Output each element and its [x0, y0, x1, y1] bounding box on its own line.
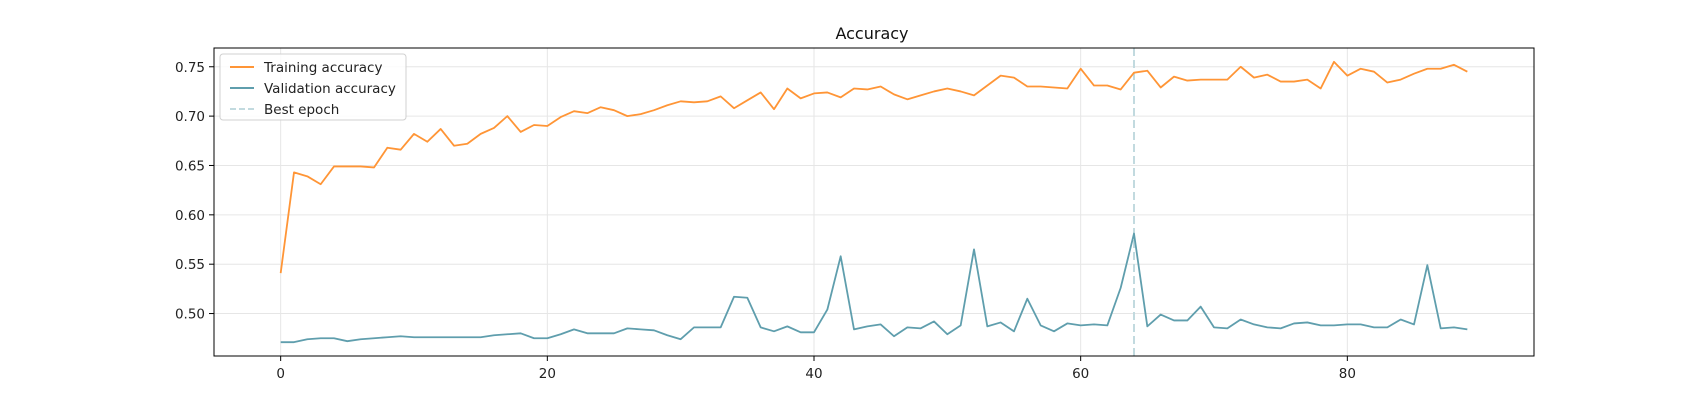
series-lines — [279, 60, 1468, 344]
legend: Training accuracy Validation accuracy Best… — [219, 53, 407, 121]
x-tick-label: 20 — [539, 366, 556, 382]
x-tick-label: 0 — [276, 366, 285, 382]
y-tick-label: 0.65 — [175, 158, 205, 174]
y-tick-label: 0.60 — [175, 208, 205, 224]
y-tick-label: 0.50 — [175, 307, 205, 323]
training-accuracy-line — [279, 60, 1468, 274]
legend-label: Best epoch — [264, 102, 339, 118]
y-axis: 0.50 0.55 0.60 0.65 0.70 0.75 — [175, 60, 214, 323]
x-tick-label: 80 — [1339, 366, 1356, 382]
y-tick-label: 0.55 — [175, 257, 205, 273]
legend-box — [219, 53, 407, 121]
x-tick-label: 40 — [805, 366, 822, 382]
validation-accuracy-line — [280, 232, 1468, 344]
legend-label: Validation accuracy — [264, 81, 396, 97]
y-tick-label: 0.75 — [175, 60, 205, 76]
x-tick-label: 60 — [1072, 366, 1089, 382]
x-axis: 0 20 40 60 80 — [276, 356, 1356, 382]
legend-label: Training accuracy — [263, 60, 382, 76]
chart-title: Accuracy — [835, 24, 908, 43]
plot-frame — [213, 47, 1535, 357]
grid-lines — [214, 48, 1534, 356]
y-tick-label: 0.70 — [175, 109, 205, 125]
